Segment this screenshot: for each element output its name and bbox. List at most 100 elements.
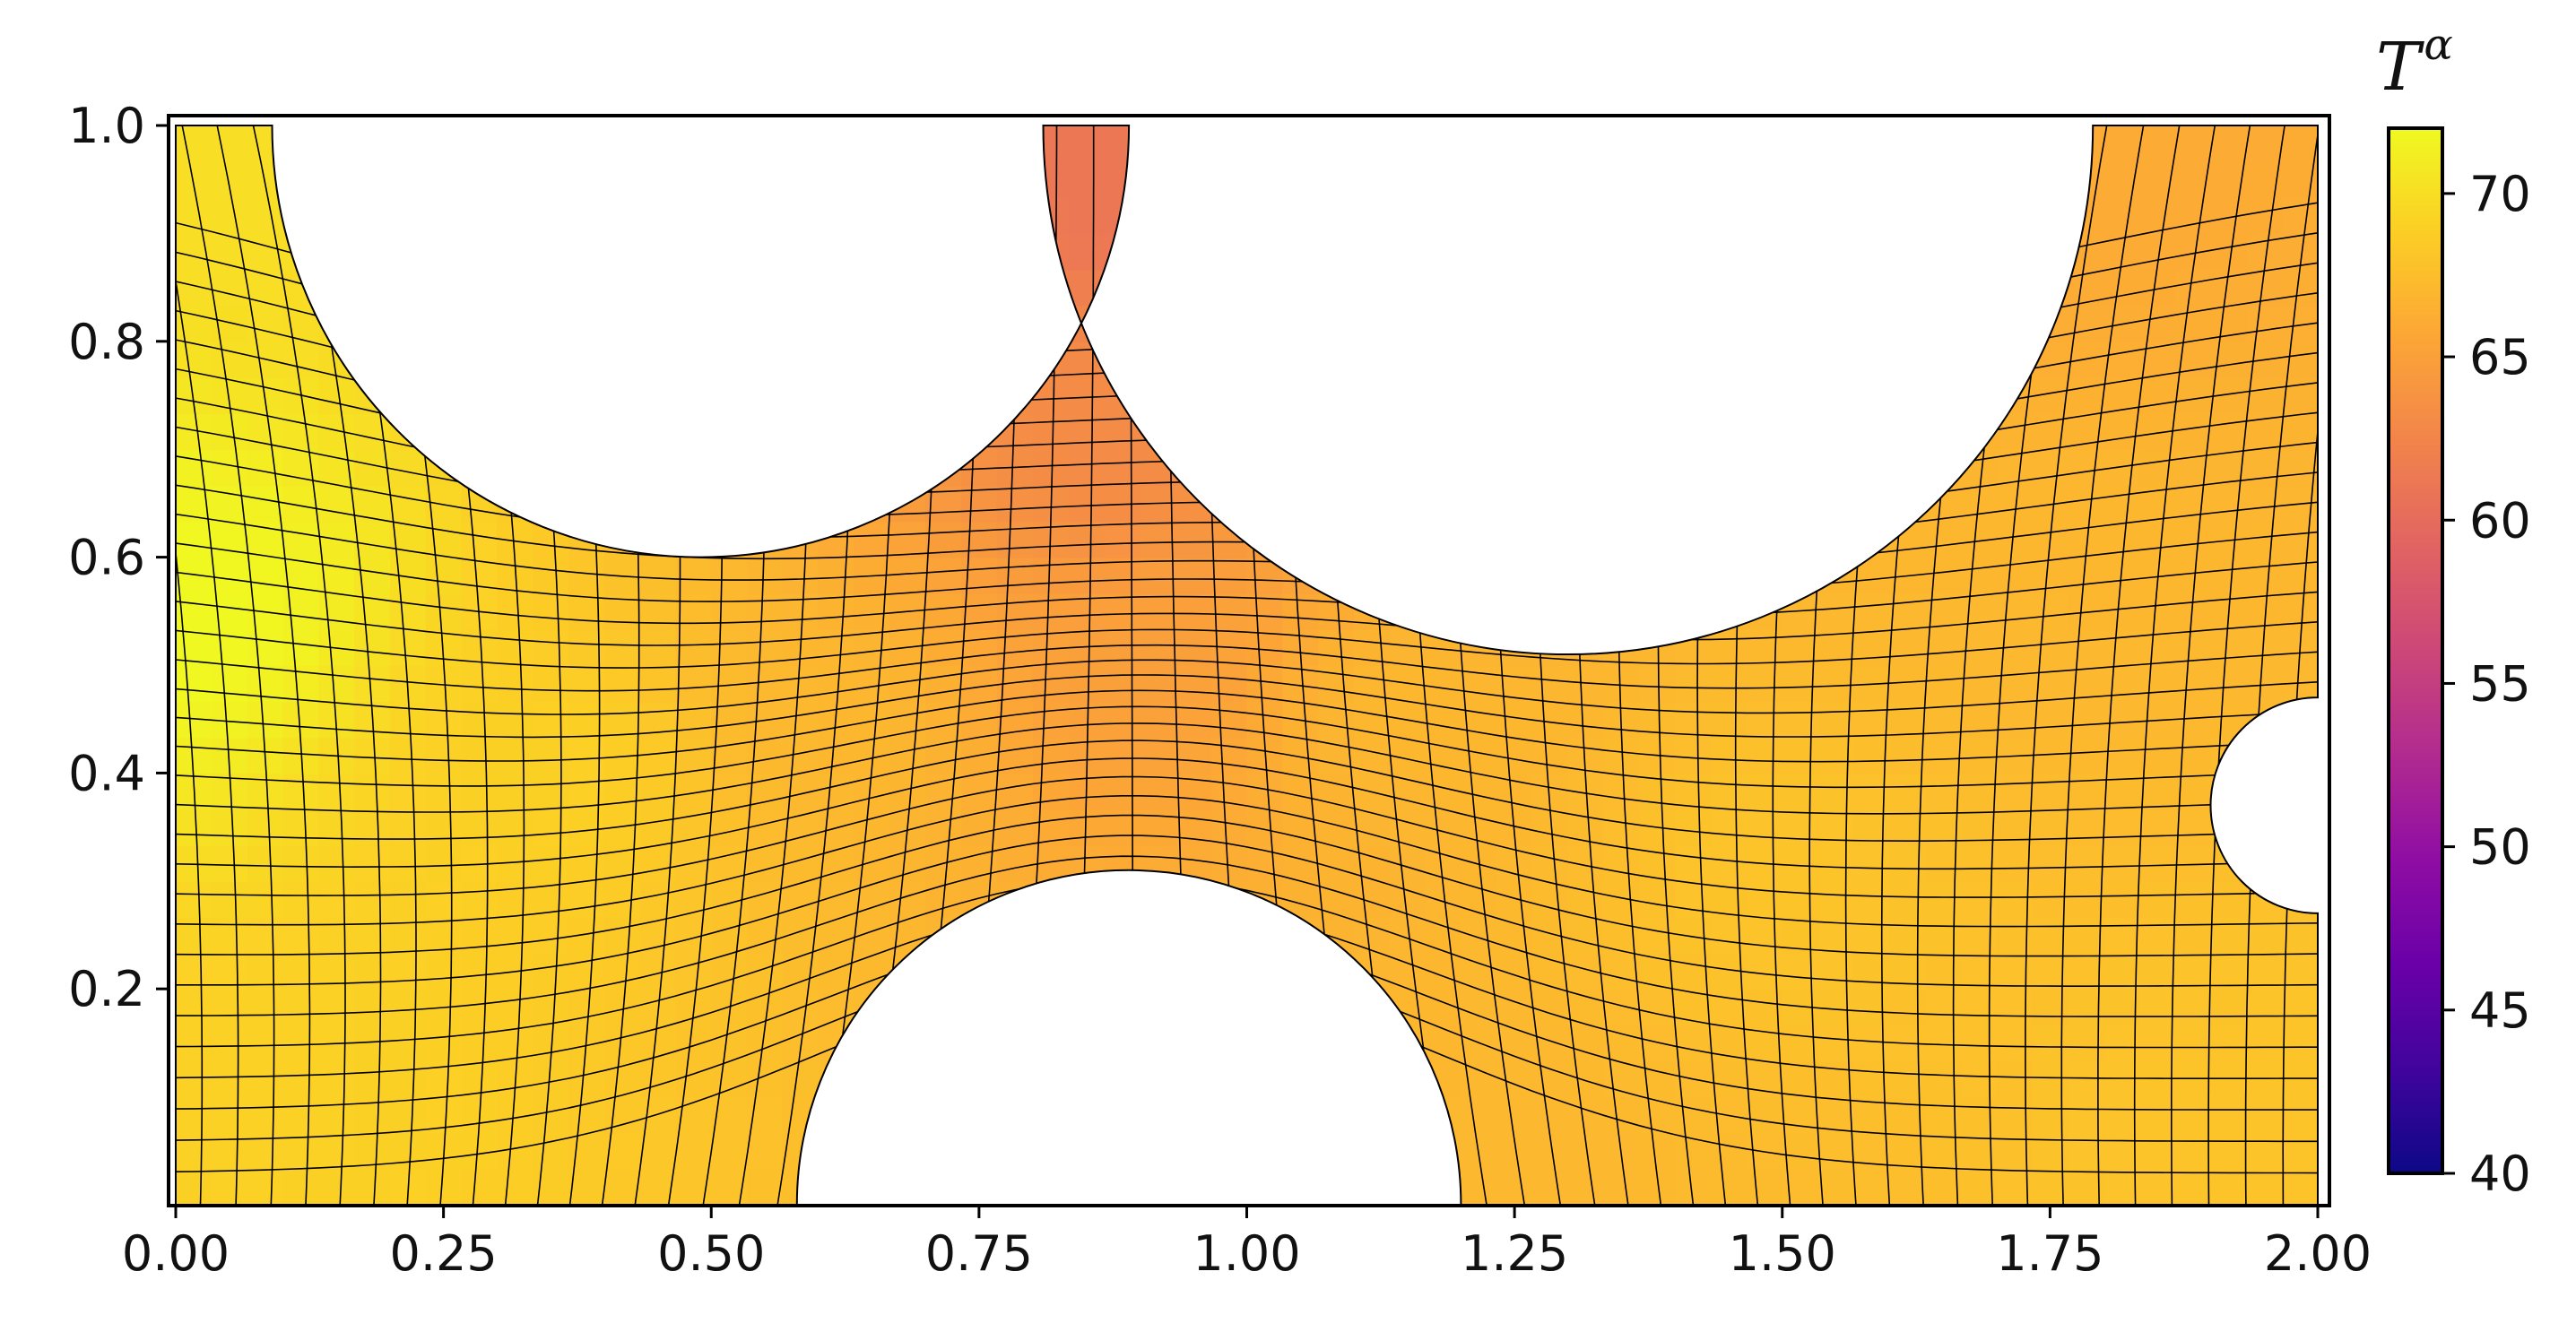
- field-cell: [996, 269, 1034, 307]
- field-cell: [782, 953, 820, 990]
- field-cell: [1603, 1168, 1641, 1205]
- field-cell: [996, 1096, 1034, 1134]
- field-cell: [639, 1168, 677, 1205]
- field-cell: [1068, 665, 1106, 703]
- field-cell: [1782, 557, 1819, 594]
- field-cell: [1246, 521, 1284, 558]
- field-cell: [960, 916, 998, 955]
- field-cell: [747, 1132, 784, 1170]
- field-cell: [1140, 233, 1176, 271]
- field-cell: [176, 305, 212, 342]
- colorbar: 40 45 50 55 60 65 70 Tα: [2376, 20, 2531, 1202]
- field-cell: [1532, 341, 1569, 378]
- field-cell: [1246, 449, 1284, 487]
- field-cell: [1960, 557, 1998, 594]
- field-cell: [1782, 233, 1819, 271]
- field-cell: [603, 485, 641, 523]
- field-cell: [1246, 197, 1284, 235]
- field-cell: [533, 341, 569, 378]
- field-cell: [1711, 269, 1748, 307]
- field-cell: [1496, 413, 1534, 451]
- field-cell: [747, 376, 784, 415]
- field-cell: [568, 1168, 605, 1205]
- field-cell: [1104, 1025, 1141, 1062]
- field-cell: [425, 233, 463, 271]
- field-cell: [1853, 305, 1891, 342]
- field-cell: [1567, 341, 1605, 378]
- field-cell: [1567, 413, 1605, 451]
- field-cell: [247, 628, 284, 666]
- field-cell: [1567, 1168, 1605, 1205]
- mesh-line: [2171, 125, 2251, 1205]
- field-cell: [1853, 557, 1891, 594]
- field-cell: [925, 269, 962, 307]
- field-cell: [1068, 1168, 1106, 1205]
- temperature-field: [176, 125, 2318, 1205]
- field-cell: [497, 413, 534, 451]
- field-cell: [2174, 1025, 2212, 1062]
- field-cell: [2282, 989, 2318, 1026]
- field-cell: [425, 161, 463, 199]
- field-cell: [2032, 809, 2069, 846]
- field-cell: [533, 449, 569, 487]
- field-cell: [1532, 1168, 1569, 1205]
- field-cell: [711, 269, 749, 307]
- field-cell: [1532, 628, 1569, 666]
- field-cell: [1925, 953, 1962, 990]
- field-cell: [1175, 413, 1212, 451]
- field-cell: [2282, 1025, 2318, 1062]
- field-cell: [2138, 953, 2176, 990]
- field-cell: [1210, 413, 1248, 451]
- field-cell: [318, 413, 356, 451]
- field-cell: [1032, 701, 1070, 739]
- field-cell: [1675, 628, 1713, 666]
- field-cell: [1353, 880, 1391, 918]
- field-cell: [675, 305, 713, 342]
- mesh-line: [181, 125, 275, 1205]
- field-cell: [2210, 989, 2248, 1026]
- field-cell: [603, 1025, 641, 1062]
- field-cell: [2103, 269, 2140, 307]
- field-cell: [389, 628, 427, 666]
- field-cell: [568, 844, 605, 882]
- field-cell: [497, 376, 534, 415]
- field-cell: [354, 1168, 391, 1205]
- field-cell: [425, 844, 463, 882]
- field-cell: [282, 989, 320, 1026]
- field-cell: [1389, 1132, 1427, 1170]
- field-cell: [211, 1060, 248, 1098]
- mesh-line: [176, 740, 2318, 843]
- field-cell: [1389, 521, 1427, 558]
- field-cell: [2068, 809, 2105, 846]
- field-cell: [747, 1060, 784, 1098]
- field-cell: [960, 197, 998, 235]
- field-cell: [1104, 341, 1141, 378]
- field-cell: [1746, 521, 1783, 558]
- field-cell: [533, 413, 569, 451]
- field-cell: [568, 125, 605, 163]
- field-cell: [1461, 521, 1498, 558]
- field-cell: [1567, 1096, 1605, 1134]
- field-cell: [1175, 916, 1212, 955]
- mesh-line: [252, 125, 346, 1205]
- field-cell: [389, 269, 427, 307]
- field-cell: [1425, 1096, 1462, 1134]
- field-cell: [960, 953, 998, 990]
- field-cell: [1104, 665, 1141, 703]
- mesh-line: [176, 561, 2318, 625]
- field-cell: [1032, 449, 1070, 487]
- field-cell: [1210, 449, 1248, 487]
- field-cell: [1889, 197, 1927, 235]
- field-cell: [1996, 844, 2034, 882]
- field-cell: [1817, 376, 1855, 415]
- field-cell: [1496, 592, 1534, 630]
- field-cell: [1746, 233, 1783, 271]
- field-cell: [889, 1168, 927, 1205]
- field-cell: [2210, 880, 2248, 918]
- field-cell: [1210, 269, 1248, 307]
- field-cell: [1639, 197, 1677, 235]
- mesh-line: [2060, 125, 2145, 1205]
- field-cell: [2174, 521, 2212, 558]
- field-cell: [1603, 305, 1641, 342]
- field-cell: [461, 1025, 499, 1062]
